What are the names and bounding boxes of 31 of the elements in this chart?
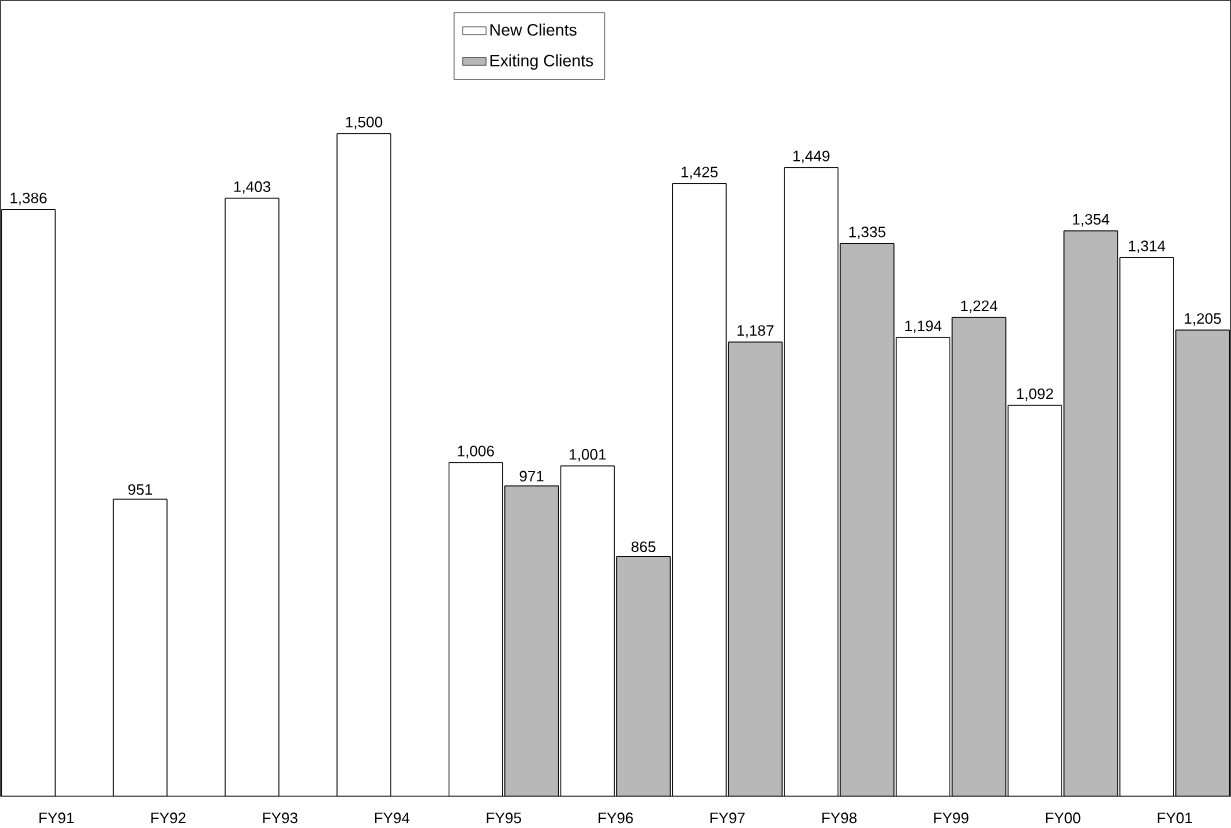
x-tick-label: FY99	[934, 812, 969, 824]
x-tick-label: FY92	[151, 812, 186, 824]
x-tick-label: FY01	[1157, 812, 1193, 824]
data-label: 1,449	[793, 150, 830, 164]
data-label: 1,500	[346, 116, 383, 130]
x-tick-label: FY93	[263, 812, 298, 824]
data-label: 1,403	[234, 181, 271, 194]
legend-label: New Clients	[490, 23, 577, 36]
data-label: 1,205	[1184, 313, 1221, 326]
data-label: 865	[631, 541, 656, 552]
data-label: 951	[128, 483, 153, 495]
x-tick-label: FY91	[39, 812, 74, 824]
data-label: 1,194	[905, 320, 942, 333]
x-tick-label: FY97	[710, 812, 745, 824]
legend-label: Exiting Clients	[490, 54, 594, 70]
data-label: 1,187	[737, 325, 774, 338]
x-tick-label: FY94	[375, 812, 410, 824]
data-label: 1,354	[1073, 213, 1110, 227]
data-label: 1,224	[961, 300, 998, 313]
x-tick-label: FY00	[1046, 812, 1081, 824]
data-label: 1,006	[457, 445, 494, 459]
data-label: 1,092	[1017, 388, 1054, 401]
data-label: 1,314	[1128, 240, 1166, 253]
data-label: 1,335	[849, 226, 886, 239]
data-label: 971	[519, 470, 544, 482]
x-tick-label: FY96	[598, 812, 633, 824]
data-label: 1,386	[10, 192, 47, 205]
x-tick-label: FY98	[822, 812, 857, 824]
data-label: 1,001	[569, 448, 606, 462]
x-tick-label: FY95	[486, 812, 522, 824]
data-label: 1,425	[681, 166, 718, 180]
